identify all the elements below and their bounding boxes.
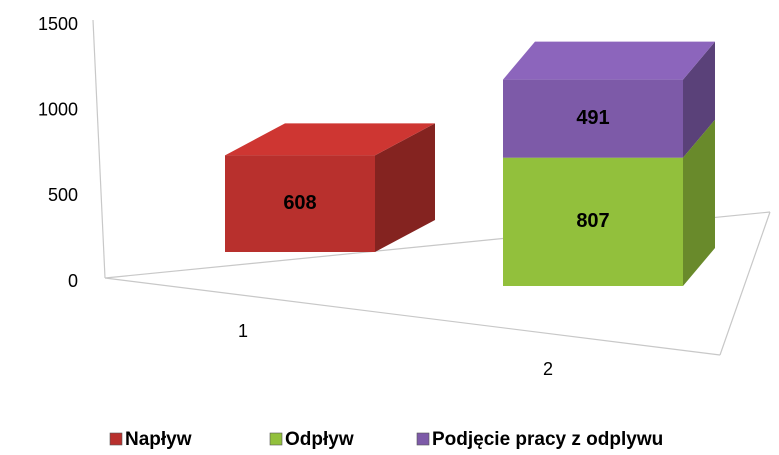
floor-front <box>104 277 721 356</box>
bar <box>225 155 375 252</box>
data-label: 807 <box>576 210 609 232</box>
y-tick-label: 500 <box>48 185 78 205</box>
x-tick-label: 2 <box>543 359 553 379</box>
bar-top <box>225 123 435 156</box>
legend-swatch <box>109 432 123 446</box>
bar <box>503 79 683 158</box>
axes-frame <box>92 19 771 356</box>
legend-swatch <box>269 432 283 446</box>
bar-side <box>683 41 715 158</box>
legend-label: Podjęcie pracy z odplywu <box>432 429 663 450</box>
bar-side <box>683 119 715 286</box>
data-label: 491 <box>576 107 609 129</box>
legend-label: Odpływ <box>285 429 354 450</box>
back-wall-edge <box>92 19 106 279</box>
legend-label: Napływ <box>125 429 192 450</box>
legend-swatch <box>416 432 430 446</box>
data-label: 608 <box>283 192 316 214</box>
floor-right <box>719 211 771 356</box>
bar <box>503 157 683 286</box>
x-tick-label: 1 <box>238 321 248 341</box>
bar-top <box>503 41 715 80</box>
y-tick-label: 1000 <box>38 99 78 119</box>
y-tick-label: 1500 <box>38 14 78 34</box>
y-tick-label: 0 <box>68 271 78 291</box>
bar-side <box>375 123 435 252</box>
